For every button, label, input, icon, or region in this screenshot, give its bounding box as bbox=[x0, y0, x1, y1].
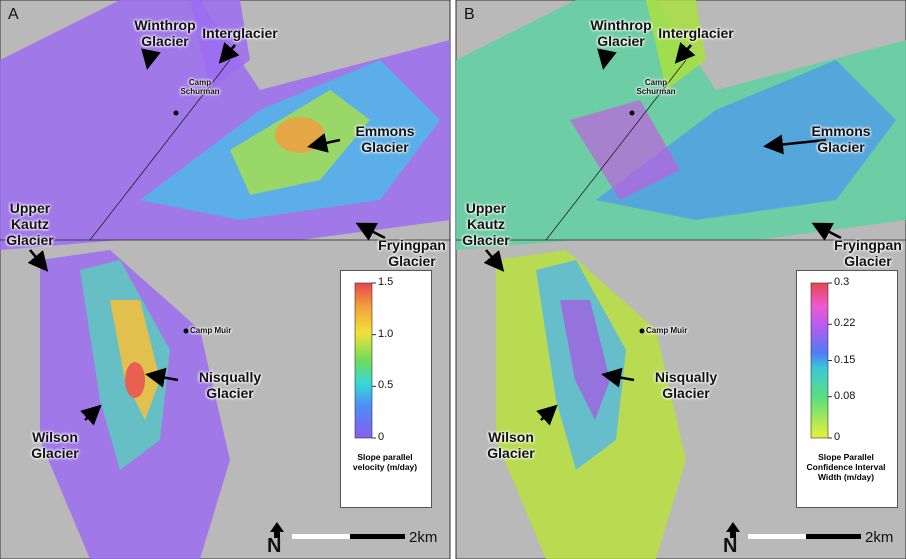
place-label: Nisqually Glacier bbox=[198, 369, 262, 401]
scale-bars bbox=[173, 110, 861, 539]
north-label: N bbox=[267, 535, 282, 557]
panel-letter: A bbox=[8, 6, 19, 23]
place-label: Upper Kautz Glacier bbox=[462, 200, 510, 248]
colorbar-tick-label: 0 bbox=[378, 431, 385, 443]
place-label: Interglacier bbox=[202, 25, 278, 41]
colorbar-tick-label: 1.5 bbox=[378, 276, 394, 288]
place-label: Nisqually Glacier bbox=[654, 369, 718, 401]
colorbar-tick-label: 0.3 bbox=[834, 276, 850, 288]
place-label: Upper Kautz Glacier bbox=[6, 200, 54, 248]
place-label: Camp Schurman bbox=[636, 78, 676, 96]
place-label: Camp Muir bbox=[646, 326, 688, 335]
scale-label: 2km bbox=[409, 529, 438, 546]
colorbar bbox=[354, 282, 373, 439]
colorbar-tick-label: 1.0 bbox=[378, 327, 394, 340]
place-label: Camp Muir bbox=[190, 326, 232, 335]
panel-letter: B bbox=[464, 6, 475, 23]
place-label: Winthrop Glacier bbox=[590, 17, 652, 49]
colorbar-tick-label: 0.08 bbox=[834, 389, 856, 402]
colorbar-tick-label: 0.15 bbox=[834, 353, 856, 366]
place-label: Interglacier bbox=[658, 25, 734, 41]
place-label: Camp Schurman bbox=[180, 78, 220, 96]
arrows bbox=[27, 42, 842, 426]
place-label: Emmons Glacier bbox=[355, 123, 415, 155]
colorbar-title: Slope Parallel Confidence Interval Width… bbox=[806, 452, 886, 482]
colorbar-tick-label: 0.5 bbox=[378, 379, 394, 392]
scale-label: 2km bbox=[865, 529, 894, 546]
place-label: Winthrop Glacier bbox=[134, 17, 196, 49]
colorbar-tick-label: 0 bbox=[834, 431, 841, 443]
north-label: N bbox=[723, 535, 738, 557]
place-label: Emmons Glacier bbox=[811, 123, 871, 155]
colorbar-title: Slope parallel velocity (m/day) bbox=[352, 452, 418, 472]
place-label: Fryingpan Glacier bbox=[378, 237, 446, 269]
place-label: Wilson Glacier bbox=[31, 429, 79, 461]
colorbar bbox=[810, 282, 829, 439]
place-label: Wilson Glacier bbox=[487, 429, 535, 461]
place-label: Fryingpan Glacier bbox=[834, 237, 902, 269]
colorbar-tick-label: 0.22 bbox=[834, 317, 856, 330]
